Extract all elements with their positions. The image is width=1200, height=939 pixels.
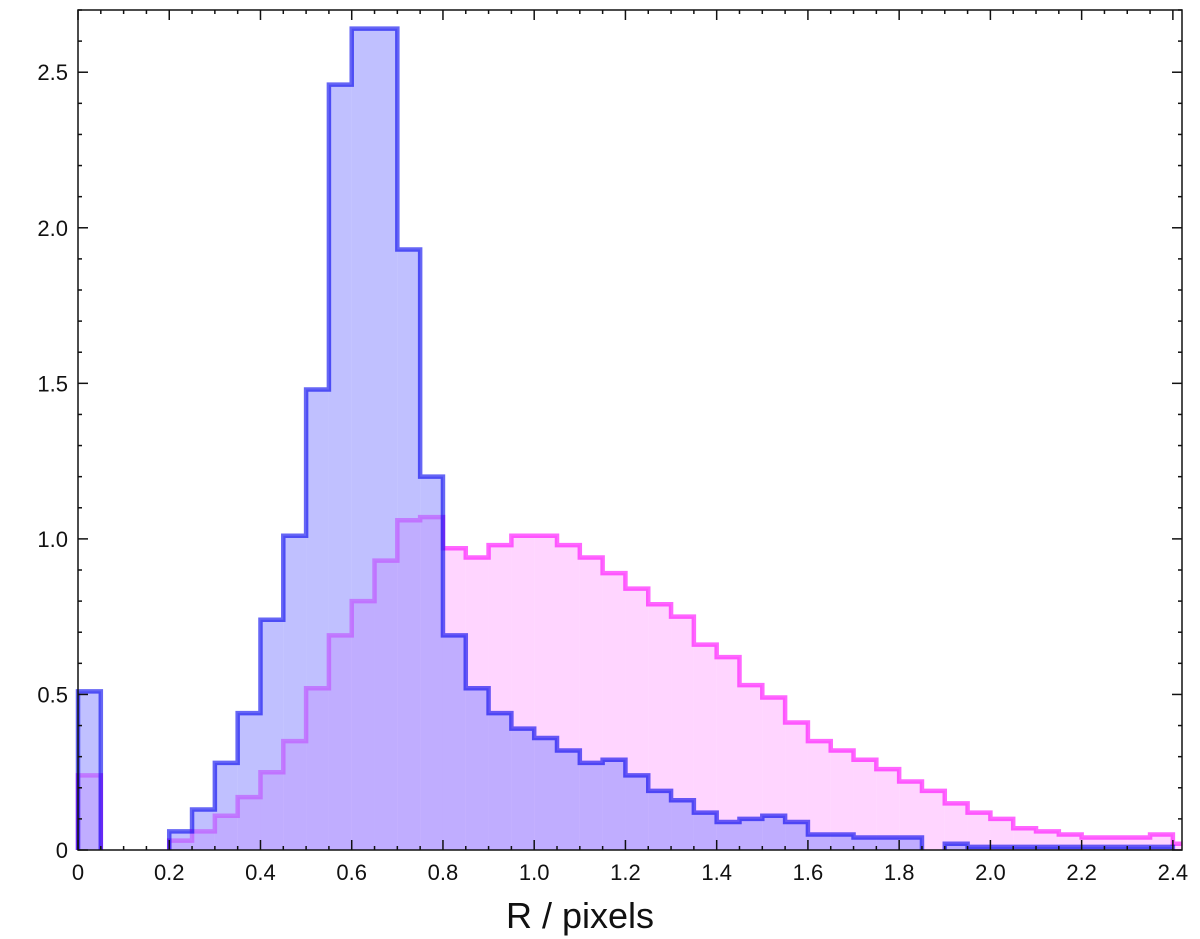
series-2-bar-12 [397,249,421,851]
x-axis-title: R / pixels [506,895,654,936]
x-tick-label: 1.2 [610,860,641,885]
series-2-bar-22 [625,775,649,850]
x-tick-label: 0 [72,860,84,885]
series-2-bar-30 [807,834,831,850]
series-1-bar-23 [648,604,672,850]
series-1-bar-32 [853,759,877,850]
series-2-bar-29 [785,822,808,850]
x-tick-label: 1.8 [884,860,915,885]
y-tick-label: 2.5 [37,60,68,85]
series-2-bar-32 [853,837,877,850]
series-1-bar-34 [899,781,922,850]
series-1-bar-35 [921,790,945,850]
series-1-bar-24 [671,616,694,850]
series-2-bar-24 [671,800,694,850]
series-2-bar-7 [283,535,307,850]
series-2-bar-6 [260,619,284,850]
series-1-bar-30 [807,741,831,850]
x-tick-label: 2.0 [975,860,1006,885]
series-2-bar-19 [557,750,580,850]
series-1-bar-31 [830,750,854,850]
series-1-bar-38 [990,818,1014,850]
series-2-bar-35 [944,843,968,850]
x-tick-label: 0.4 [245,860,276,885]
x-tick-label: 0.2 [154,860,185,885]
series-2-bar-18 [534,738,558,850]
series-1-bar-46 [1172,843,1182,850]
series-2-outline-3 [942,841,1176,850]
y-tick-label: 0 [56,838,68,863]
series-2-bar-2 [169,831,193,850]
series-2-bar-4 [214,762,238,850]
series-1-bar-37 [967,812,991,850]
series-1-bar-25 [693,644,717,850]
series-2-bar-3 [192,809,215,850]
series-2-bar-17 [511,728,535,850]
series-2-bar-5 [237,713,261,850]
series-2-bar-13 [420,476,443,850]
x-tick-label: 1.6 [793,860,824,885]
series-2-bar-14 [442,635,466,850]
x-tick-label: 1.0 [519,860,550,885]
y-tick-label: 2.0 [37,216,68,241]
series-2-bar-1 [78,691,101,850]
x-tick-label: 0.6 [336,860,367,885]
plot-frame [77,9,1183,851]
series-1-bar-36 [944,803,968,850]
series-2-bar-25 [693,812,717,850]
y-tick-label: 1.0 [37,527,68,552]
series-2-bar-8 [306,389,329,850]
y-axis: 0 0.5 1.0 1.5 2.0 2.5 [37,9,1182,863]
series-1-bar-28 [762,697,786,850]
series-2-bar-10 [351,28,375,850]
y-tick-label: 1.5 [37,371,68,396]
series-2-bar-21 [602,759,626,850]
series-2-bar-26 [716,822,740,850]
series-1-bar-29 [785,722,808,850]
series-layer [75,26,1182,851]
series-1-bar-39 [1013,828,1037,850]
series-2-outline-2 [166,26,925,850]
x-axis: 0 0.2 0.4 0.6 0.8 1.0 1.2 1.4 1.6 1.8 2.0 2.2 2.4 [72,10,1188,885]
series-2 [75,26,1176,851]
series-2-bar-33 [876,837,900,850]
series-2-bar-11 [374,28,398,850]
x-tick-label: 2.4 [1158,860,1189,885]
x-tick-label: 1.4 [701,860,732,885]
series-2-bar-15 [465,688,489,850]
x-tick-label: 2.2 [1066,860,1097,885]
series-2-bar-9 [328,84,352,850]
series-2-bar-27 [739,818,763,850]
y-tick-label: 0.5 [37,682,68,707]
series-2-bar-34 [899,837,922,850]
x-tick-label: 0.8 [428,860,459,885]
series-1-bar-27 [739,685,763,850]
series-2-bar-20 [579,762,603,850]
series-1-bar-33 [876,769,900,850]
series-2-bar-28 [762,815,786,850]
series-2-bar-16 [488,713,512,850]
series-1-bar-26 [716,657,740,850]
series-2-bar-23 [648,790,672,850]
series-2-bar-31 [830,834,854,850]
